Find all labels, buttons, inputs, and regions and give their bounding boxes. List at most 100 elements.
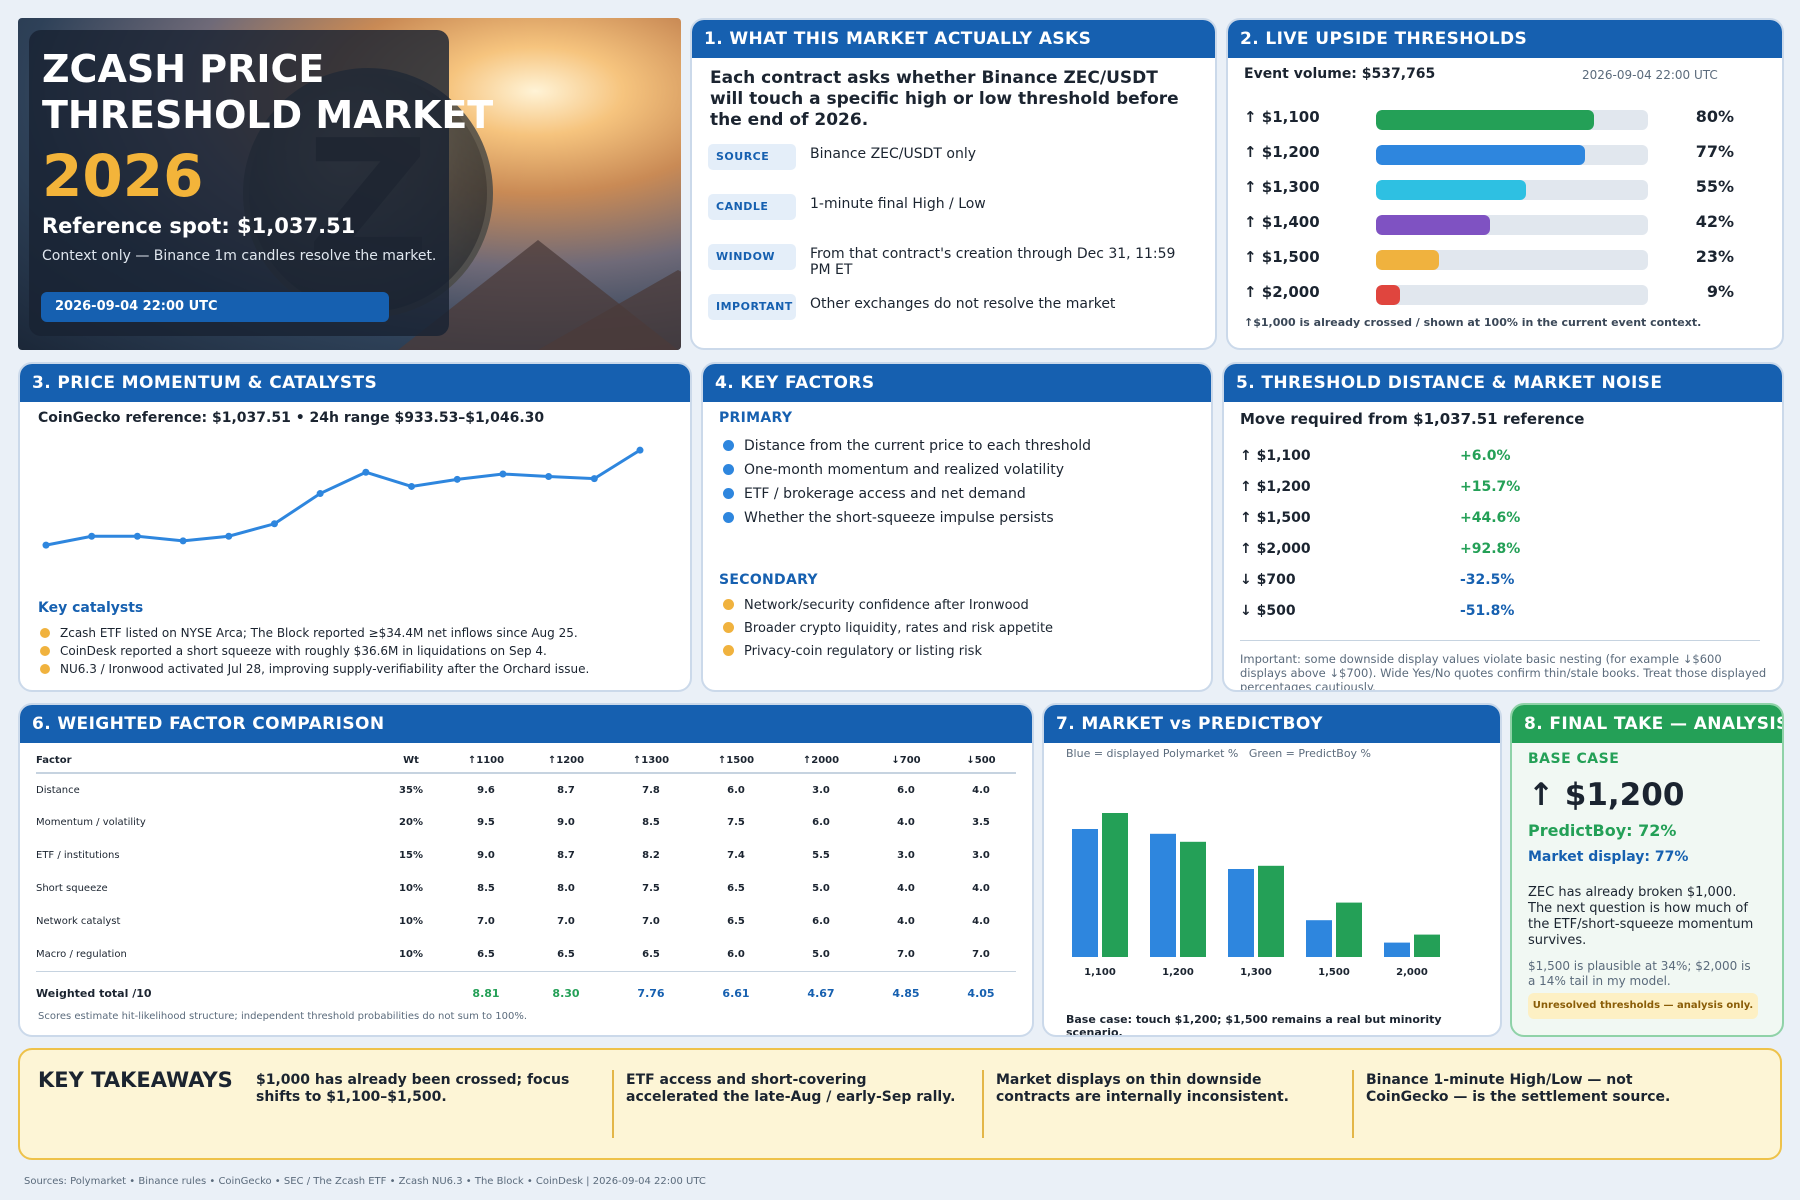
probability-bar-track xyxy=(1376,215,1648,235)
total-cell: 4.05 xyxy=(946,970,1016,1015)
card-weighted-factors: 6. WEIGHTED FACTOR COMPARISON Factor Wt ↑1… xyxy=(18,703,1034,1037)
table-row: Network catalyst 10% 7.0 7.0 7.0 6.5 6.0 4.0 4.0 xyxy=(36,905,1016,938)
distance-value: +6.0% xyxy=(1460,448,1511,464)
price-point xyxy=(133,532,141,540)
table-cell: 5.5 xyxy=(812,850,830,861)
column-header: ↑1200 xyxy=(526,749,606,774)
comparison-bar xyxy=(1102,813,1128,957)
table-cell: 8.0 xyxy=(557,883,575,894)
table-cell: 9.0 xyxy=(557,817,575,828)
table-cell: 7.8 xyxy=(642,784,660,796)
table-cell: 3.0 xyxy=(812,784,830,796)
base-case-label: BASE CASE xyxy=(1528,751,1620,767)
chart-subtitle: CoinGecko reference: $1,037.51 • 24h ran… xyxy=(38,410,545,426)
total-cell: 4.85 xyxy=(866,970,946,1015)
price-point xyxy=(316,490,324,498)
column-header: Wt xyxy=(376,749,446,774)
threshold-row: ↑ $1,100 80% xyxy=(1244,104,1744,134)
secondary-heading: SECONDARY xyxy=(719,572,818,588)
factor-text: Broader crypto liquidity, rates and risk… xyxy=(744,621,1054,636)
market-display-value: Market display: 77% xyxy=(1528,849,1689,865)
total-row: Weighted total /10 8.81 8.30 7.76 6.61 4.67 4.… xyxy=(36,970,1016,1015)
predictboy-value: PredictBoy: 72% xyxy=(1528,821,1677,840)
probability-bar-track xyxy=(1376,250,1648,270)
table-cell: 4.0 xyxy=(897,916,915,927)
table-row: Distance 35% 9.6 8.7 7.8 6.0 3.0 6.0 4.0 xyxy=(36,773,1016,806)
comparison-bar xyxy=(1180,841,1206,957)
threshold-label: ↑ $2,000 xyxy=(1244,283,1320,301)
hero-title: ZCASH PRICE THRESHOLD MARKET xyxy=(42,47,494,137)
rule-text: 1-minute final High / Low xyxy=(810,196,986,212)
table-cell: 9.0 xyxy=(477,850,495,861)
table-cell: 6.5 xyxy=(477,948,495,960)
divider xyxy=(1240,640,1760,641)
table-cell: 8.7 xyxy=(557,784,575,796)
table-cell: 5.0 xyxy=(812,948,830,960)
bullet-icon xyxy=(40,646,50,656)
table-cell: 6.0 xyxy=(897,784,915,796)
catalyst-text: Zcash ETF listed on NYSE Arca; The Block… xyxy=(60,626,578,640)
distance-label: ↑ $1,500 xyxy=(1240,510,1311,526)
table-cell: 6.5 xyxy=(557,948,575,960)
table-cell: 6.0 xyxy=(812,817,830,828)
probability-bar-fill xyxy=(1376,215,1491,235)
total-cell: 8.30 xyxy=(526,970,606,1015)
table-cell: 7.0 xyxy=(557,916,575,927)
card-key-factors: 4. KEY FACTORS PRIMARY Distance from the… xyxy=(701,362,1213,692)
tag-candle: CANDLE xyxy=(708,194,796,220)
market-noise-note: Important: some downside display values … xyxy=(1240,652,1767,692)
table-cell: 4.0 xyxy=(972,784,990,796)
bullet-icon xyxy=(723,599,734,610)
category-label: 1,300 xyxy=(1240,967,1272,978)
card-market-vs-predictboy: 7. MARKET vs PREDICTBOY Blue = displayed… xyxy=(1042,703,1502,1037)
price-line-chart xyxy=(42,446,644,549)
distance-label: ↓ $500 xyxy=(1240,603,1296,619)
distance-row: ↑ $1,200 +15.7% xyxy=(1240,479,1640,495)
bullet-icon xyxy=(40,664,50,674)
table-cell: 9.5 xyxy=(477,817,495,828)
price-point xyxy=(270,520,278,528)
rule-text: Binance ZEC/USDT only xyxy=(810,146,977,162)
key-takeaways: KEY TAKEAWAYS $1,000 has already been cr… xyxy=(18,1048,1782,1160)
threshold-row: ↑ $1,400 42% xyxy=(1244,209,1744,239)
card-title: 8. FINAL TAKE — ANALYSIS xyxy=(1512,705,1782,743)
mountain-shape xyxy=(538,270,681,350)
factor-text: One-month momentum and realized volatili… xyxy=(744,462,1064,478)
table-cell: 35% xyxy=(399,784,423,796)
factor-text: ETF / brokerage access and net demand xyxy=(744,486,1026,502)
factor-text: Distance from the current price to each … xyxy=(744,438,1092,454)
takeaway-item: Binance 1-minute High/Low — not CoinGeck… xyxy=(1366,1072,1671,1105)
factor-item: Broader crypto liquidity, rates and risk… xyxy=(723,621,1053,636)
table-cell: 6.0 xyxy=(812,916,830,927)
table-cell: 7.0 xyxy=(972,948,990,960)
takeaway-divider xyxy=(1352,1070,1354,1138)
distance-label: ↑ $1,100 xyxy=(1240,448,1311,464)
card-momentum: 3. PRICE MOMENTUM & CATALYSTS CoinGecko … xyxy=(18,362,692,692)
tag-important: IMPORTANT xyxy=(708,294,796,320)
table-cell: Network catalyst xyxy=(36,916,121,927)
chart-legend: Blue = displayed Polymarket % Green = Pr… xyxy=(1066,747,1372,760)
table-cell: Short squeeze xyxy=(36,883,108,894)
distance-value: +15.7% xyxy=(1460,479,1521,495)
price-series-line xyxy=(45,448,641,547)
table-cell: 8.5 xyxy=(642,817,660,828)
column-header: ↑1100 xyxy=(446,749,526,774)
rule-text: From that contract's creation through De… xyxy=(810,246,1176,278)
price-point xyxy=(88,532,96,540)
rule-text: Other exchanges do not resolve the marke… xyxy=(810,296,1116,312)
table-cell: 7.0 xyxy=(897,948,915,960)
comparison-bar xyxy=(1414,934,1440,957)
table-cell: 15% xyxy=(399,850,423,861)
price-point xyxy=(545,472,553,480)
price-point xyxy=(225,532,233,540)
threshold-label: ↑ $1,400 xyxy=(1244,213,1320,231)
hero-reference: Reference spot: $1,037.51 xyxy=(42,214,356,238)
column-header: ↑1300 xyxy=(606,749,696,774)
table-cell: 6.0 xyxy=(727,784,745,796)
distance-label: ↓ $700 xyxy=(1240,572,1296,588)
probability-value: 77% xyxy=(1695,142,1734,161)
table-cell: 6.5 xyxy=(727,883,745,894)
total-cell: 6.61 xyxy=(696,970,776,1015)
comparison-bar xyxy=(1228,869,1254,957)
